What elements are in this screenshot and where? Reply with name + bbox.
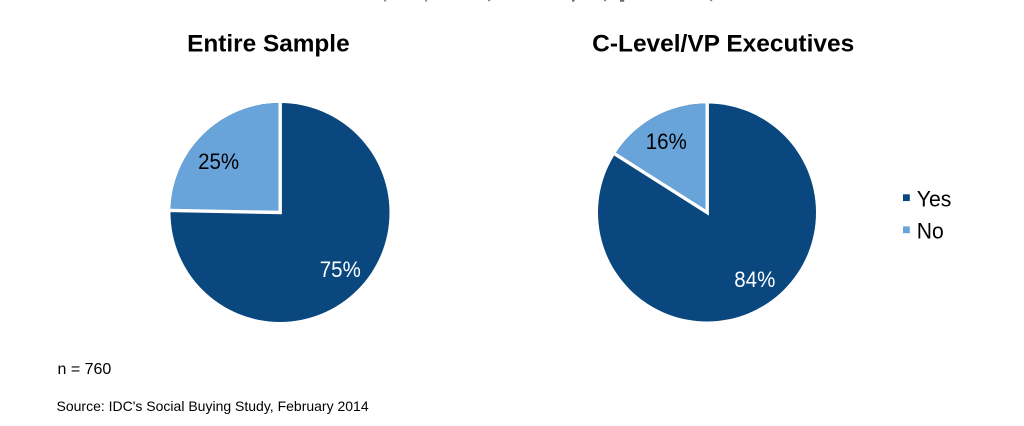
svg-text:n = 760: n = 760 [58, 361, 112, 378]
svg-text:25%: 25% [198, 149, 239, 174]
svg-text:C-Level/VP Executives: C-Level/VP Executives [592, 31, 854, 58]
svg-text:16%: 16% [646, 129, 687, 154]
svg-text:Yes: Yes [917, 187, 952, 212]
svg-text:Entire Sample: Entire Sample [187, 31, 350, 58]
svg-text:Source: IDC's Social Buying St: Source: IDC's Social Buying Study, Febru… [57, 398, 369, 414]
svg-text:75%: 75% [320, 257, 361, 282]
svg-text:No: No [917, 218, 944, 243]
svg-text:84%: 84% [734, 267, 775, 292]
